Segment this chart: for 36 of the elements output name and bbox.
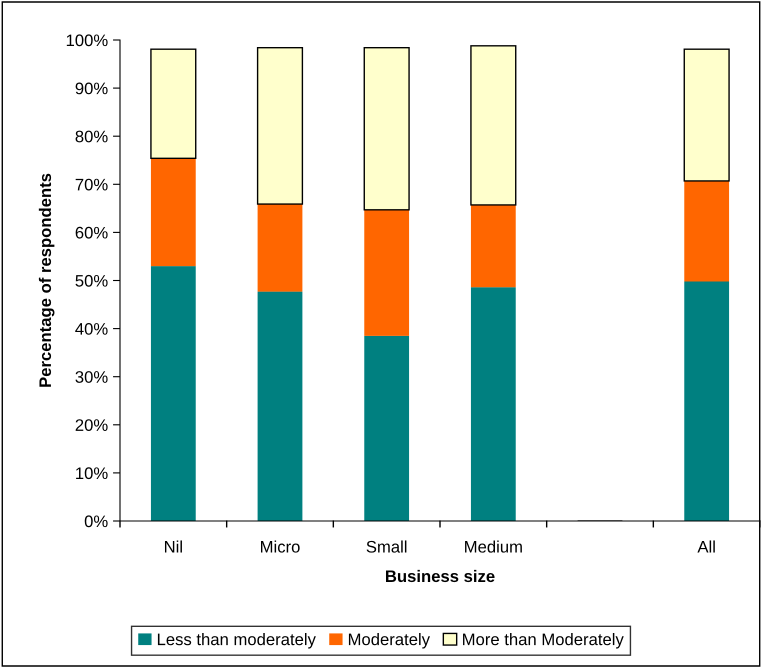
y-tick-label: 50% [76, 274, 108, 287]
legend-label: More than Moderately [463, 633, 624, 649]
x-tick-label: Medium [465, 540, 522, 553]
bar [150, 266, 196, 521]
y-axis-title: Percentage of respondents [38, 174, 54, 387]
bar [150, 48, 196, 160]
y-tick-label: 40% [75, 323, 108, 335]
y-tick-label: 10% [76, 467, 108, 480]
bar [470, 287, 516, 521]
x-axis-title: Business size [386, 570, 495, 582]
bar [256, 47, 304, 205]
y-tick-label: 80% [76, 130, 108, 142]
legend-label: Moderately [348, 633, 430, 649]
x-tick-label: Nil [164, 540, 182, 553]
bar [470, 45, 516, 206]
bar [684, 180, 730, 282]
bar [684, 48, 730, 182]
bar [364, 210, 410, 336]
legend-label: Less than moderately [158, 633, 316, 649]
x-tick-label: Small [366, 540, 406, 553]
y-tick-label: 20% [76, 419, 108, 432]
y-tick-label: 60% [76, 226, 108, 239]
bar [364, 336, 410, 521]
bar [470, 204, 516, 288]
bar [364, 47, 410, 210]
y-tick-label: 70% [76, 178, 108, 191]
y-tick-label: 100% [66, 34, 108, 46]
bar [258, 292, 302, 521]
y-tick-label: 0% [84, 515, 108, 528]
y-tick-label: 30% [75, 371, 108, 383]
x-tick-label: All [697, 540, 715, 553]
x-tick-label: Micro [261, 540, 300, 553]
bar [684, 281, 730, 521]
bar [150, 158, 196, 266]
bar [258, 204, 302, 292]
y-tick-label: 90% [76, 82, 108, 94]
